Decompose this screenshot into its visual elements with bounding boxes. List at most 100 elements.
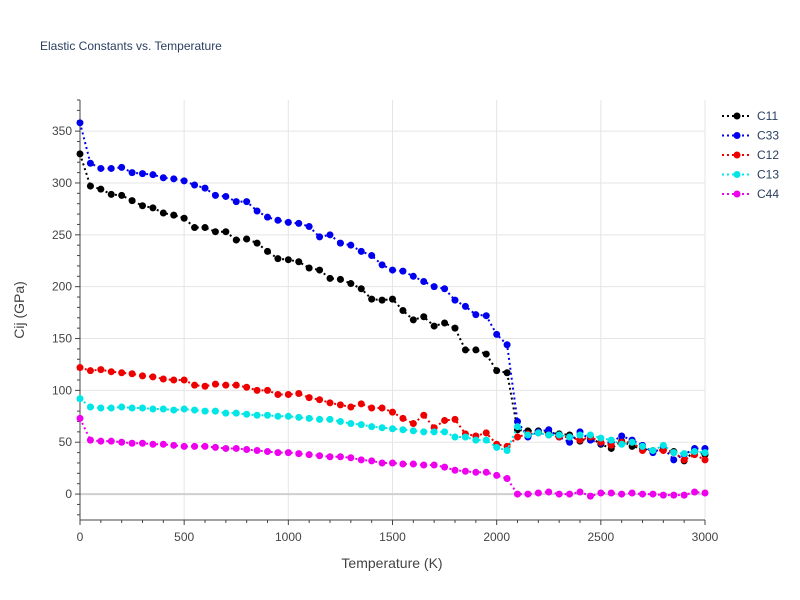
- data-point-c11: [170, 211, 178, 219]
- data-point-c11: [389, 295, 396, 303]
- data-point-c33: [566, 438, 574, 446]
- axes: [75, 99, 706, 525]
- data-point-c11: [180, 214, 188, 222]
- data-point-c13: [524, 431, 532, 439]
- data-point-c33: [336, 239, 344, 247]
- series-layer: [76, 119, 709, 500]
- data-point-c13: [149, 405, 157, 413]
- data-point-c44: [180, 442, 188, 450]
- data-point-c13: [284, 412, 292, 420]
- data-point-c13: [232, 409, 240, 417]
- data-point-c44: [86, 436, 94, 444]
- data-point-c12: [180, 376, 188, 384]
- data-point-c12: [170, 376, 178, 384]
- data-point-c12: [409, 420, 417, 428]
- data-point-c12: [211, 380, 219, 388]
- chart-title: Elastic Constants vs. Temperature: [40, 39, 222, 53]
- data-point-c44: [691, 488, 699, 496]
- data-point-c11: [441, 319, 449, 327]
- data-point-c11: [149, 204, 157, 212]
- data-point-c33: [128, 169, 136, 177]
- data-point-c12: [451, 415, 459, 423]
- legend[interactable]: C11 C33 C12 C13 C44: [722, 109, 779, 201]
- data-point-c13: [649, 447, 657, 455]
- data-point-c44: [534, 489, 542, 497]
- y-tick-label: 50: [59, 435, 73, 449]
- data-point-c13: [659, 441, 667, 449]
- data-point-c33: [201, 184, 209, 192]
- data-point-c44: [357, 456, 365, 464]
- data-point-c13: [493, 443, 501, 451]
- data-point-c44: [472, 468, 480, 476]
- y-tick-label: 0: [65, 487, 72, 501]
- data-point-c12: [514, 433, 521, 441]
- legend-item-c13[interactable]: C13: [722, 168, 779, 182]
- x-tick-label: 1000: [275, 530, 302, 544]
- x-tick-label: 3000: [692, 530, 719, 544]
- data-point-c12: [284, 391, 292, 399]
- data-point-c33: [97, 164, 105, 172]
- data-point-c33: [389, 266, 396, 274]
- data-point-c44: [264, 448, 271, 456]
- y-tick-label: 150: [52, 332, 72, 346]
- data-point-c44: [680, 491, 688, 499]
- data-point-c33: [545, 426, 553, 434]
- data-point-c44: [97, 437, 105, 445]
- legend-item-c12[interactable]: C12: [722, 148, 779, 162]
- data-point-c13: [139, 404, 146, 412]
- data-point-c13: [472, 436, 480, 444]
- data-point-c33: [430, 283, 438, 291]
- data-point-c13: [586, 431, 594, 439]
- data-point-c12: [191, 381, 199, 389]
- legend-item-c44[interactable]: C44: [722, 187, 779, 201]
- data-point-c44: [503, 475, 511, 483]
- data-point-c44: [76, 414, 84, 422]
- data-point-c33: [399, 267, 407, 275]
- data-point-c12: [368, 404, 376, 412]
- data-point-c33: [222, 192, 230, 200]
- data-point-c44: [295, 450, 303, 458]
- legend-item-c33[interactable]: C33: [722, 129, 779, 143]
- tick-labels: 0 500 1000 1500 2000 2500 3000 0 50 100 150 200 250 3…: [52, 124, 719, 544]
- data-point-c12: [482, 429, 490, 437]
- data-point-c33: [347, 241, 355, 249]
- data-point-c44: [493, 471, 501, 479]
- data-point-c13: [503, 447, 511, 455]
- y-axis-title: Cij (GPa): [11, 281, 27, 339]
- data-point-c13: [357, 421, 365, 429]
- data-point-c44: [701, 489, 709, 497]
- data-point-c11: [128, 197, 136, 205]
- y-tick-label: 250: [52, 228, 72, 242]
- data-point-c33: [191, 181, 199, 189]
- data-point-c12: [399, 414, 407, 422]
- data-point-c44: [139, 439, 146, 447]
- data-point-c13: [639, 442, 646, 450]
- data-point-c11: [232, 236, 240, 244]
- data-point-c44: [555, 490, 563, 498]
- data-point-c13: [680, 450, 688, 458]
- data-point-c33: [170, 175, 178, 183]
- data-point-c44: [576, 488, 584, 496]
- data-point-c44: [336, 453, 344, 461]
- data-point-c33: [253, 207, 261, 215]
- data-point-c33: [618, 432, 626, 440]
- data-point-c12: [107, 368, 115, 376]
- data-point-c13: [191, 406, 199, 414]
- data-point-c44: [191, 442, 199, 450]
- x-axis-title: Temperature (K): [341, 555, 442, 571]
- data-point-c44: [441, 463, 449, 471]
- data-point-c13: [107, 404, 115, 412]
- data-point-c44: [170, 441, 178, 449]
- data-point-c13: [534, 429, 542, 437]
- data-point-c33: [670, 456, 678, 464]
- legend-marker-c12: [733, 151, 741, 159]
- data-point-c11: [211, 228, 219, 236]
- data-point-c44: [274, 449, 282, 457]
- data-point-c33: [284, 218, 292, 226]
- data-point-c11: [118, 191, 126, 199]
- data-point-c33: [118, 163, 126, 171]
- data-point-c12: [680, 456, 688, 464]
- legend-item-c11[interactable]: C11: [722, 109, 778, 123]
- data-point-c33: [461, 302, 469, 310]
